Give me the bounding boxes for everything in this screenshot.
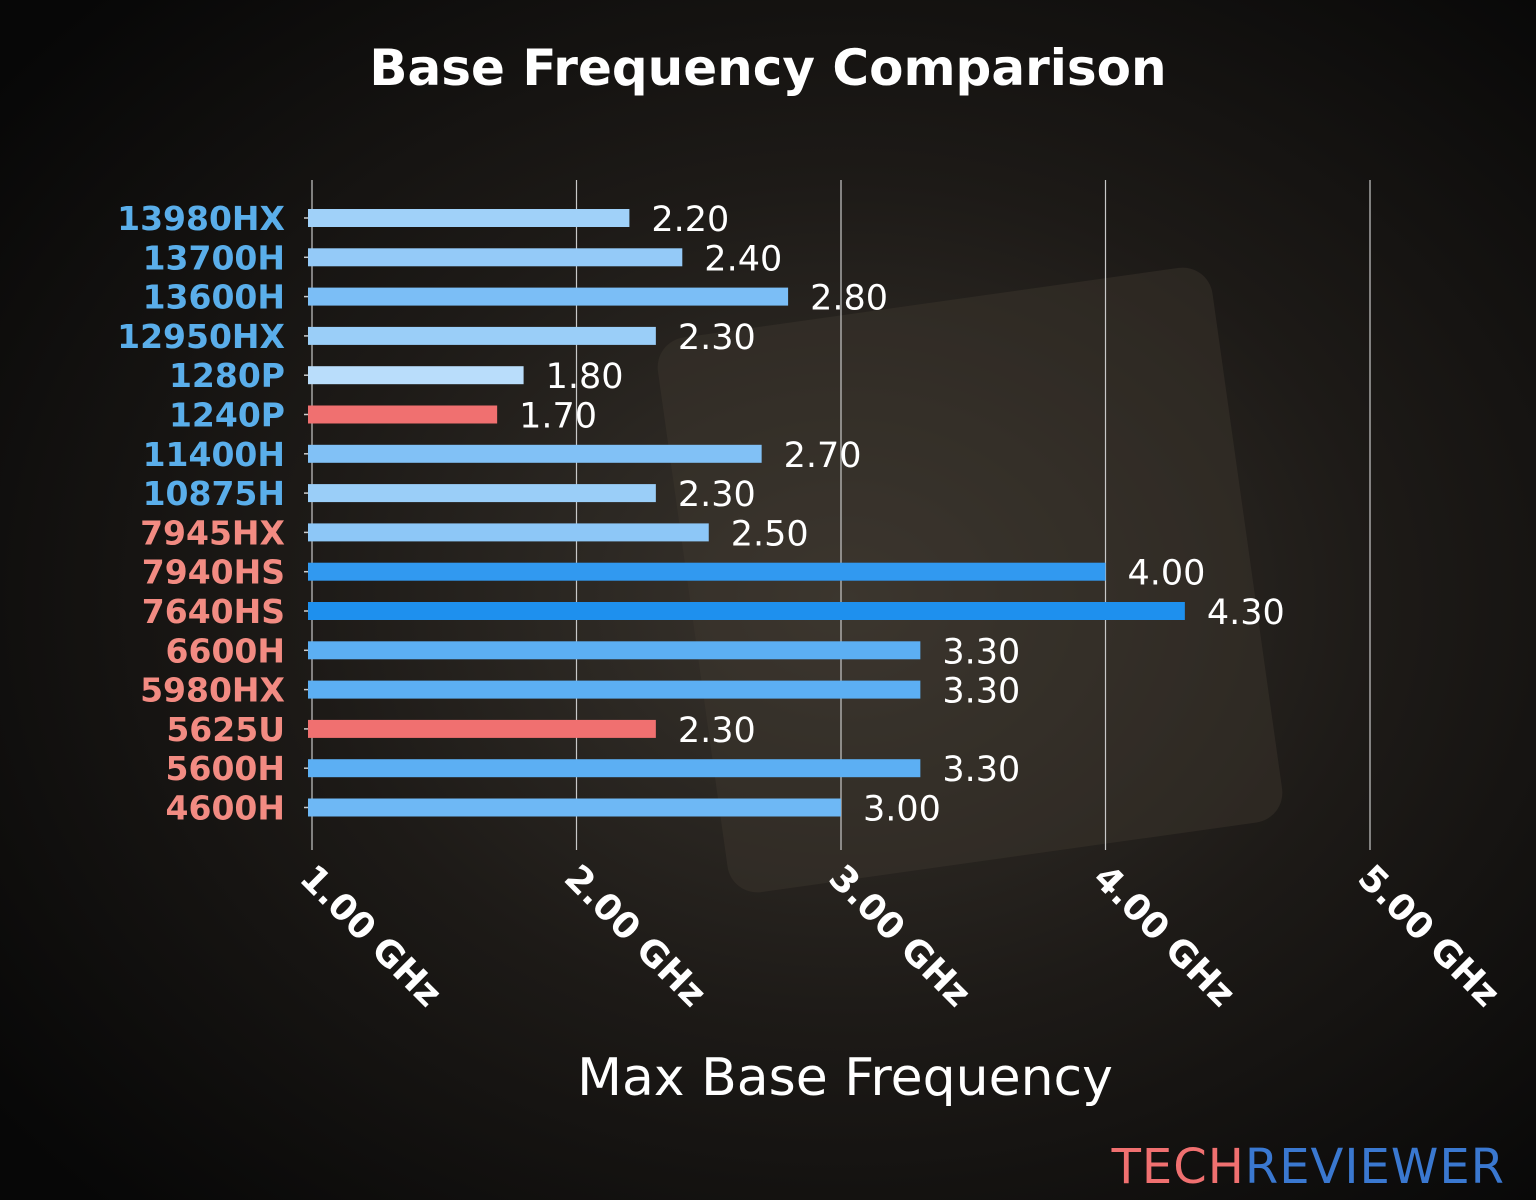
bar [308, 798, 841, 817]
value-label: 2.40 [704, 239, 782, 279]
value-label: 2.70 [784, 436, 862, 476]
category-label: 1280P [169, 356, 285, 395]
category-label: 5600H [166, 749, 285, 788]
bar [308, 602, 1185, 620]
value-label: 1.80 [546, 357, 624, 397]
category-label: 13600H [143, 278, 285, 317]
bar [308, 641, 921, 660]
category-label: 1240P [169, 396, 285, 435]
category-label: 13980HX [117, 199, 285, 238]
value-label: 2.30 [678, 711, 756, 751]
category-label: 4600H [166, 789, 285, 828]
category-label: 6600H [166, 631, 285, 670]
bar [308, 484, 656, 503]
bar [308, 405, 498, 424]
value-label: 3.30 [942, 632, 1020, 672]
chart-title: Base Frequency Comparison [369, 39, 1166, 97]
bar [308, 444, 762, 463]
category-label: 7945HX [140, 513, 285, 552]
bar [308, 562, 1106, 581]
value-label: 4.30 [1207, 593, 1285, 633]
category-label: 5980HX [140, 671, 285, 710]
category-label: 10875H [143, 474, 285, 513]
value-label: 4.00 [1128, 554, 1206, 594]
value-label: 2.50 [731, 514, 809, 554]
bar [308, 326, 656, 345]
value-label: 2.30 [678, 475, 756, 515]
bar [308, 523, 709, 542]
watermark-tech: TECH [1111, 1139, 1245, 1195]
watermark-logo: TECHREVIEWER [1111, 1139, 1505, 1195]
bar [308, 287, 789, 306]
bar [308, 680, 921, 699]
category-label: 13700H [143, 238, 285, 277]
bar [308, 719, 656, 738]
value-label: 1.70 [519, 397, 597, 437]
value-label: 3.00 [863, 790, 941, 830]
bar [308, 248, 683, 267]
value-label: 2.20 [651, 200, 729, 240]
value-label: 2.30 [678, 318, 756, 358]
x-axis-label: Max Base Frequency [577, 1048, 1113, 1108]
bar [308, 209, 630, 227]
category-label: 7640HS [142, 592, 285, 631]
category-label: 7940HS [142, 553, 285, 592]
watermark-reviewer: REVIEWER [1245, 1139, 1505, 1195]
value-label: 2.80 [810, 279, 888, 319]
bar [308, 759, 921, 778]
bar [308, 366, 524, 385]
category-label: 12950HX [117, 317, 285, 356]
category-label: 5625U [166, 710, 285, 749]
category-label: 11400H [143, 435, 285, 474]
value-label: 3.30 [942, 672, 1020, 712]
value-label: 3.30 [942, 750, 1020, 790]
